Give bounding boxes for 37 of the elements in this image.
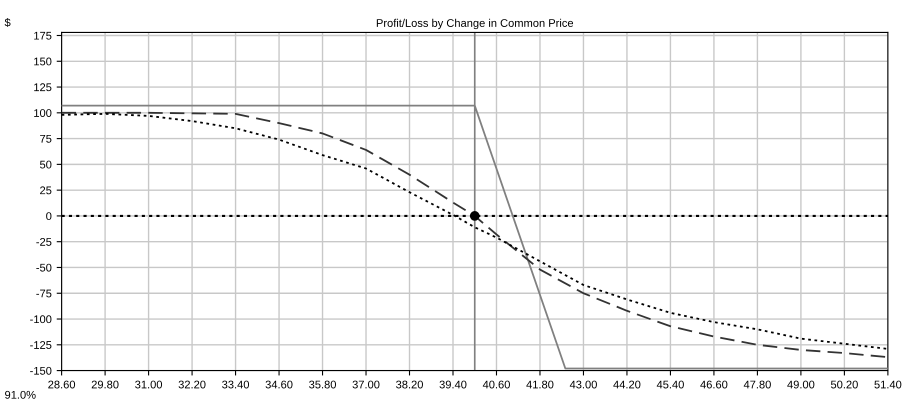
x-tick-label: 50.20 xyxy=(830,380,858,388)
x-tick-label: 33.40 xyxy=(222,380,250,388)
x-tick-label: 51.40 xyxy=(874,380,902,388)
y-tick-label: -50 xyxy=(36,264,52,272)
x-tick-label: 44.20 xyxy=(613,380,640,388)
chart-title: Profit/Loss by Change in Common Price xyxy=(376,18,574,30)
x-tick-label: 28.60 xyxy=(48,380,76,388)
y-axis-title: $ xyxy=(4,18,11,28)
x-tick-label: 29.80 xyxy=(92,380,119,388)
y-tick-label: 75 xyxy=(40,134,52,143)
x-tick-label: 34.60 xyxy=(266,380,293,388)
x-tick-label: 46.60 xyxy=(700,380,728,388)
x-tick-label: 43.00 xyxy=(570,380,597,388)
x-tick-label: 40.60 xyxy=(482,380,510,388)
x-tick-label: 38.20 xyxy=(396,380,423,388)
y-tick-label: -125 xyxy=(30,341,52,349)
y-tick-label: 150 xyxy=(34,58,52,66)
y-tick-label: 0 xyxy=(46,212,52,220)
x-tick-label: 45.40 xyxy=(656,380,684,388)
x-tick-label: 49.00 xyxy=(787,380,814,388)
x-tick-label: 39.40 xyxy=(440,380,466,388)
y-tick-label: -25 xyxy=(36,238,52,246)
y-tick-label: -150 xyxy=(30,366,52,375)
y-tick-label: 50 xyxy=(40,160,52,169)
text: 91.0% xyxy=(5,390,36,399)
x-tick-label: 31.00 xyxy=(135,380,162,388)
y-tick-label: -100 xyxy=(30,315,52,324)
x-tick-label: 32.20 xyxy=(178,380,206,388)
y-tick-label: -75 xyxy=(36,290,52,298)
y-tick-label: 125 xyxy=(34,83,52,92)
x-tick-label: 35.80 xyxy=(309,380,336,388)
y-tick-label: 175 xyxy=(34,32,52,40)
x-tick-label: 47.80 xyxy=(744,380,771,388)
y-tick-label: 100 xyxy=(34,109,52,117)
y-tick-label: 25 xyxy=(40,186,52,194)
x-tick-label: 41.80 xyxy=(526,380,554,388)
x-tick-label: 37.00 xyxy=(352,380,380,388)
